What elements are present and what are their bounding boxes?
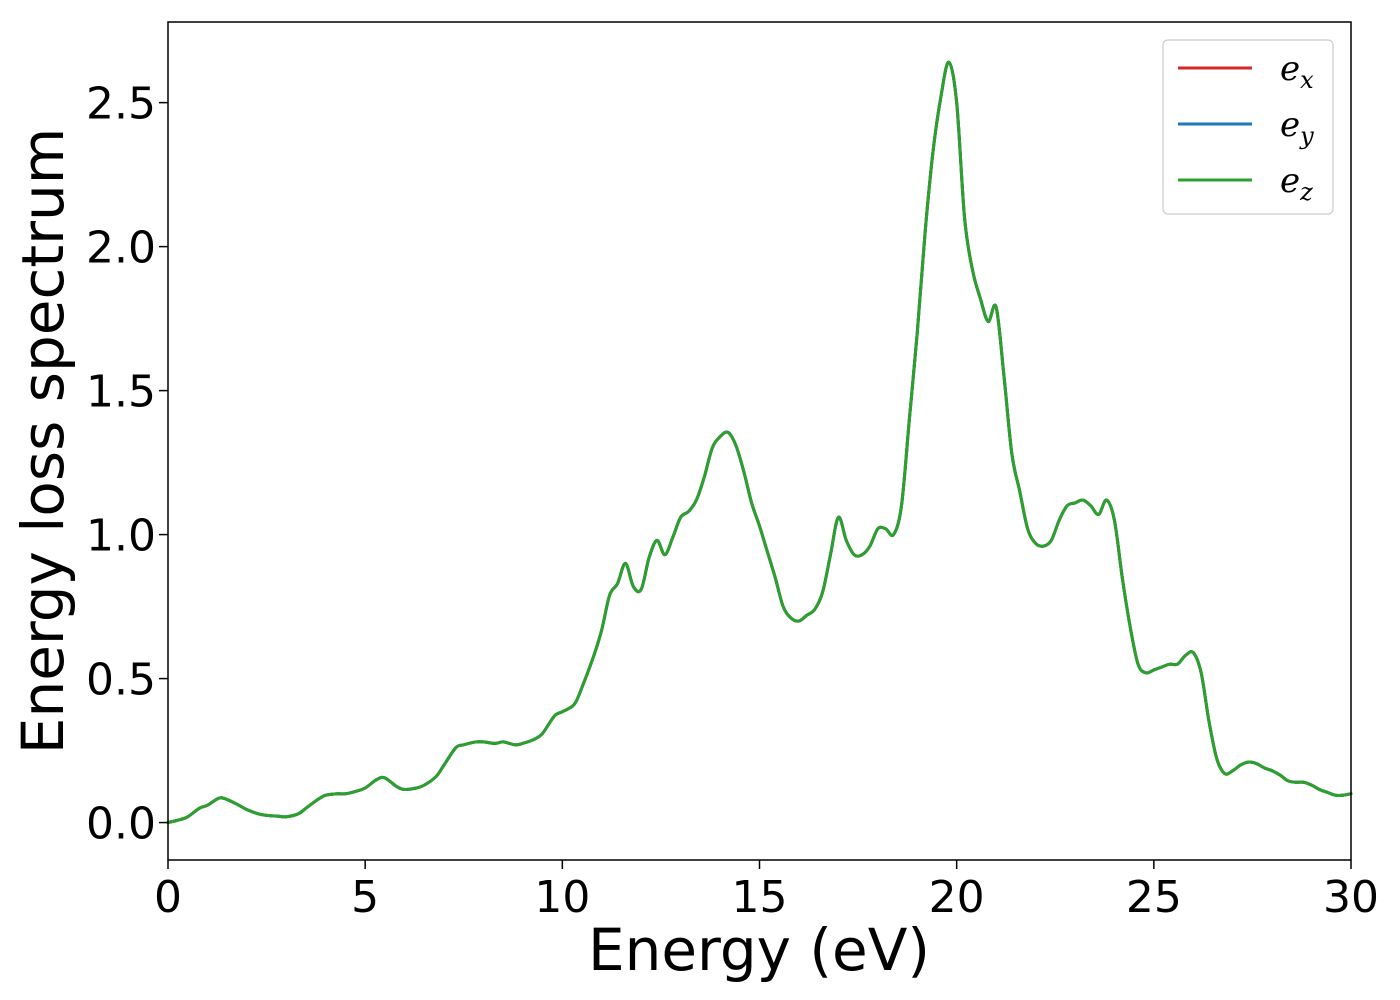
series-layer <box>166 60 1353 825</box>
y-tick-label: 1.0 <box>86 511 156 562</box>
series-line-ez <box>166 60 1353 825</box>
legend: ex ey ez <box>1162 39 1334 215</box>
x-axis: 0 5 10 15 20 25 30 <box>154 860 1379 923</box>
y-tick-label: 0.5 <box>86 655 156 706</box>
legend-label-ez: ez <box>1280 161 1313 206</box>
x-tick-label: 0 <box>154 872 182 923</box>
legend-label-ey: ey <box>1280 105 1314 150</box>
y-tick-label: 2.0 <box>86 223 156 274</box>
x-tick-label: 20 <box>929 872 985 923</box>
x-tick-label: 15 <box>732 872 788 923</box>
y-axis-label: Energy loss spectrum <box>9 128 77 754</box>
x-tick-label: 25 <box>1126 872 1182 923</box>
x-axis-label: Energy (eV) <box>588 916 930 984</box>
y-tick-label: 2.5 <box>86 79 156 130</box>
x-tick-label: 30 <box>1323 872 1379 923</box>
y-axis: 0.0 0.5 1.0 1.5 2.0 2.5 <box>86 79 168 850</box>
legend-label-ex: ex <box>1280 49 1314 94</box>
y-tick-label: 1.5 <box>86 367 156 418</box>
x-tick-label: 5 <box>351 872 379 923</box>
x-tick-label: 10 <box>534 872 590 923</box>
legend-box <box>1162 39 1334 215</box>
y-tick-label: 0.0 <box>86 799 156 850</box>
